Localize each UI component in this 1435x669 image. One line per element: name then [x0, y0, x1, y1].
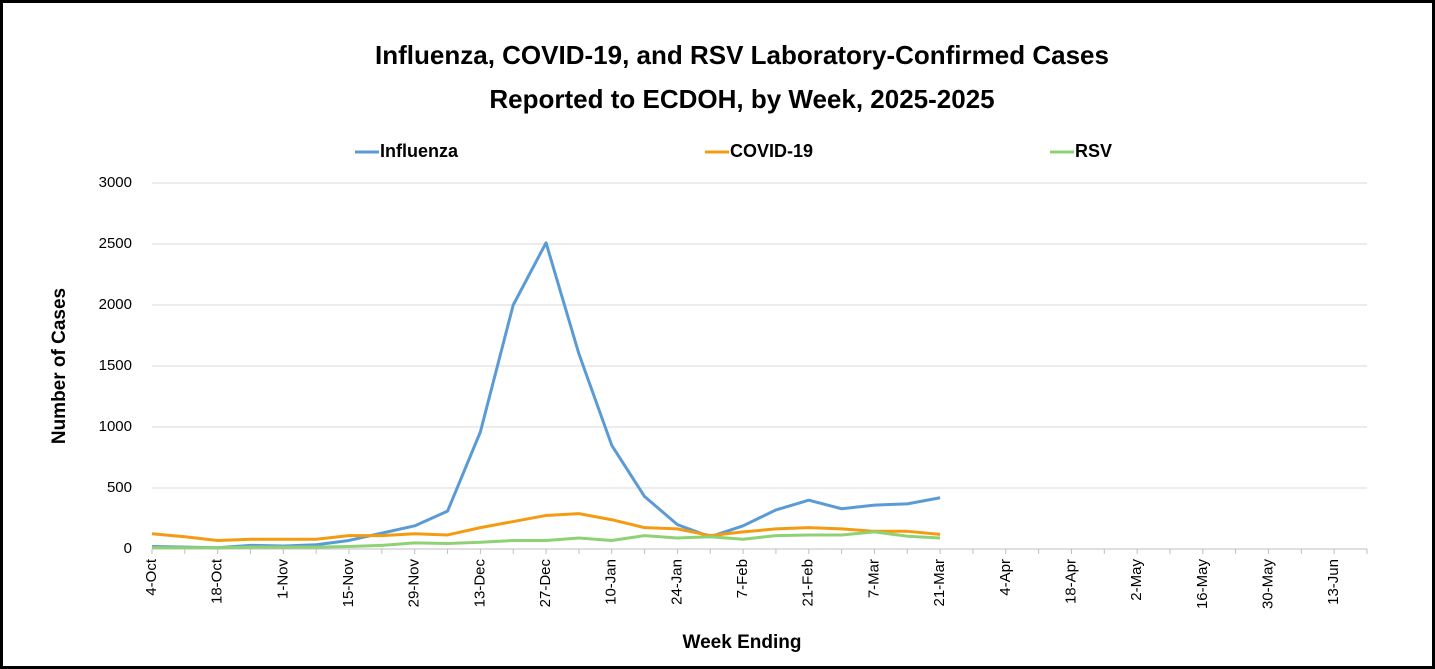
y-tick-label: 500	[107, 479, 132, 496]
y-tick-label: 2500	[99, 235, 132, 252]
x-tick-label: 1-Nov	[274, 559, 291, 600]
y-tick-label: 3000	[99, 174, 132, 191]
x-tick-label: 27-Dec	[537, 559, 554, 608]
x-tick-label: 18-Apr	[1062, 559, 1079, 604]
x-tick-label: 29-Nov	[406, 559, 423, 608]
chart-title: Influenza, COVID-19, and RSV Laboratory-…	[375, 40, 1109, 70]
x-tick-label: 24-Jan	[668, 559, 685, 605]
x-tick-label: 10-Jan	[603, 559, 620, 605]
x-tick-label: 18-Oct	[209, 558, 226, 604]
x-tick-label: 21-Feb	[800, 559, 817, 607]
y-tick-label: 1000	[99, 418, 132, 435]
y-tick-label: 2000	[99, 296, 132, 313]
legend-label: Influenza	[380, 141, 459, 161]
x-tick-label: 16-May	[1194, 559, 1211, 610]
x-tick-label: 15-Nov	[340, 559, 357, 608]
x-tick-label: 4-Apr	[997, 559, 1014, 596]
y-tick-label: 0	[124, 540, 132, 557]
x-tick-label: 30-May	[1259, 559, 1276, 610]
chart-title: Reported to ECDOH, by Week, 2025-2025	[489, 84, 994, 114]
x-tick-label: 7-Feb	[734, 559, 751, 598]
x-tick-label: 13-Jun	[1325, 559, 1342, 605]
x-tick-label: 7-Mar	[865, 559, 882, 598]
legend-label: COVID-19	[730, 141, 813, 161]
x-tick-label: 2-May	[1128, 559, 1145, 601]
y-axis-title: Number of Cases	[49, 288, 70, 444]
series-line	[151, 512, 941, 542]
y-tick-label: 1500	[99, 357, 132, 374]
x-tick-label: 21-Mar	[931, 559, 948, 607]
x-axis-title: Week Ending	[683, 632, 802, 653]
x-tick-label: 4-Oct	[143, 558, 160, 596]
legend-label: RSV	[1075, 141, 1112, 161]
series-line	[152, 530, 941, 550]
x-tick-label: 13-Dec	[471, 559, 488, 608]
